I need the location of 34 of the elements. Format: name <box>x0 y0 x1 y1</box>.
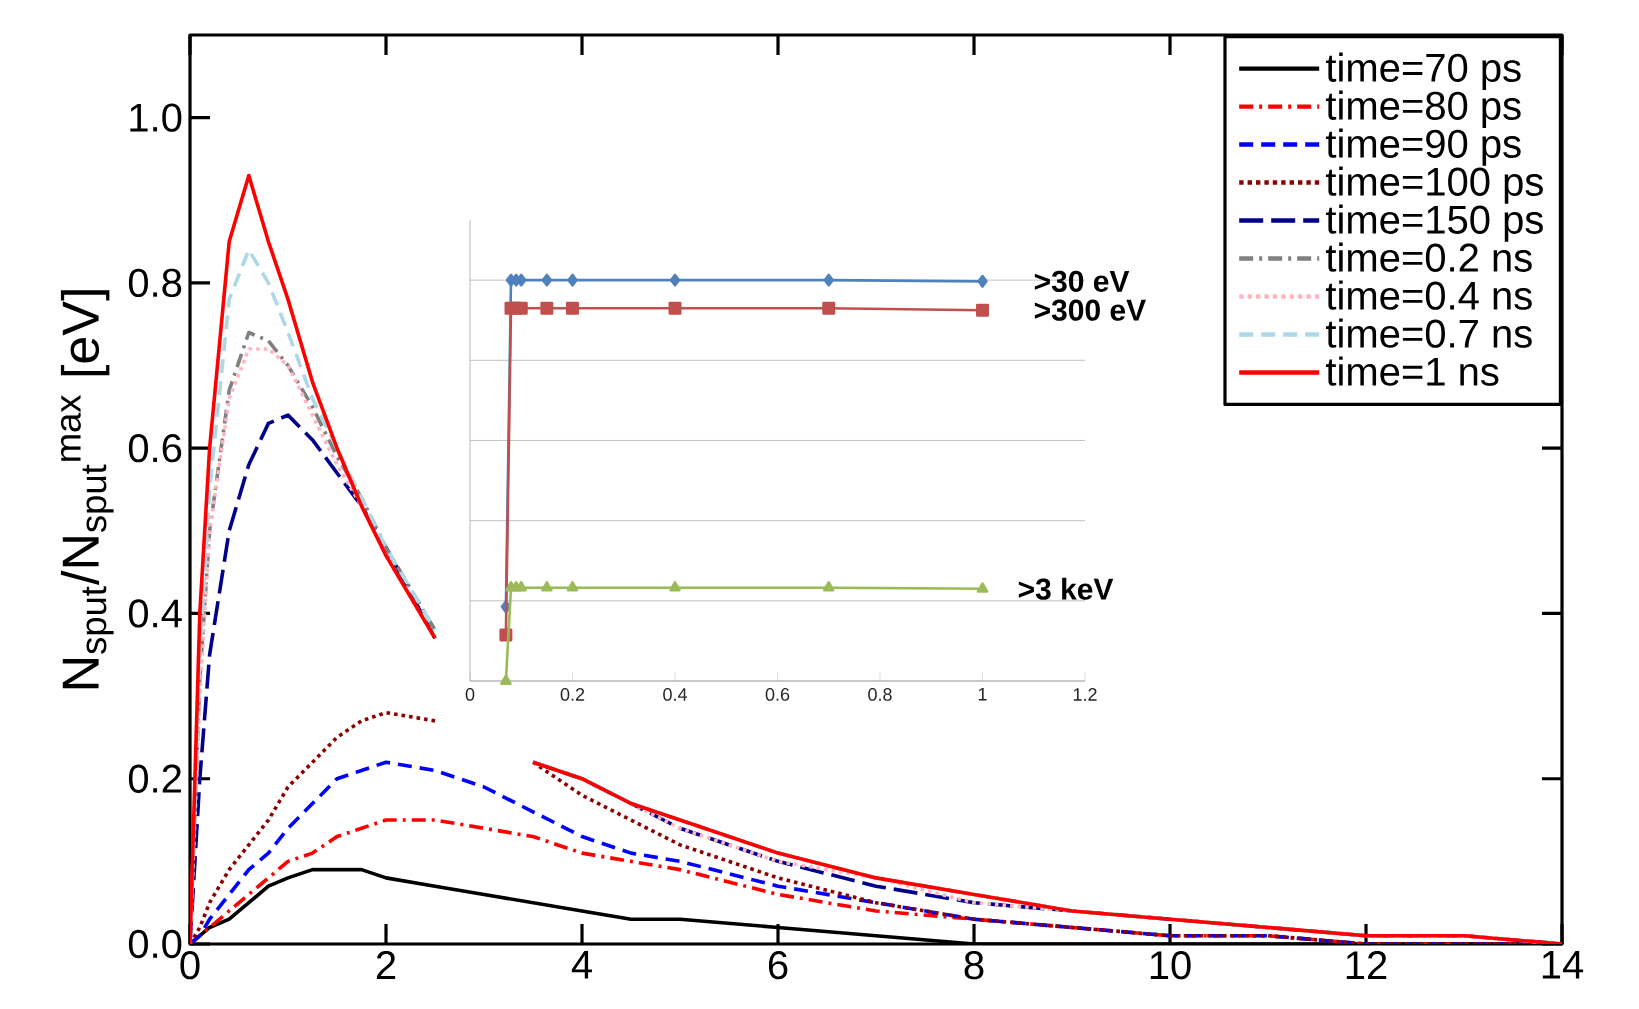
x-tick-label: 4 <box>571 951 592 979</box>
x-tick-label: 0 <box>180 951 200 980</box>
x-tick-label: 10 <box>1150 951 1191 980</box>
y-tick-label: 0.4 <box>128 599 182 628</box>
legend-label: time=1 ns <box>1325 356 1499 386</box>
legend-label: time=150 ps <box>1325 204 1543 242</box>
legend-label: time=100 ps <box>1325 166 1543 204</box>
y-tick-label: 1.0 <box>130 103 182 132</box>
y-tick-label: 0.6 <box>128 434 182 463</box>
legend-label: time=80 ps <box>1325 90 1521 128</box>
legend-label: time=90 ps <box>1325 128 1521 166</box>
x-tick-label: 0 <box>465 688 475 701</box>
legend-label: time=70 ps <box>1325 52 1521 90</box>
x-tick-label: 6 <box>768 951 788 980</box>
y-tick-label: 0.8 <box>128 268 182 298</box>
series-label: >30 eV <box>1034 270 1130 292</box>
x-tick-label: 1.2 <box>1073 688 1097 701</box>
y-axis-title: N$_{sput}$/N$_{sput}$$^{max}$ [eV] <box>60 290 114 689</box>
legend-label: time=0.4 ns <box>1325 280 1532 310</box>
y-tick-label: 0.0 <box>128 929 182 959</box>
x-tick-label: 0.4 <box>663 688 687 701</box>
x-tick-label: 0.2 <box>560 688 585 701</box>
x-tick-label: 0.8 <box>868 688 892 701</box>
y-tick-label: 0.2 <box>128 764 181 793</box>
x-tick-label: 14 <box>1542 951 1584 979</box>
x-tick-label: 2 <box>376 951 396 979</box>
x-tick-label: 1 <box>978 688 987 701</box>
legend-label: time=0.2 ns <box>1325 242 1532 272</box>
legend-label: time=0.7 ns <box>1325 318 1532 348</box>
x-tick-label: 0.6 <box>765 688 790 701</box>
series-label: >3 keV <box>1018 577 1114 600</box>
x-tick-label: 12 <box>1346 951 1387 979</box>
series-label: >300 eV <box>1034 299 1146 321</box>
x-tick-label: 8 <box>964 951 984 980</box>
